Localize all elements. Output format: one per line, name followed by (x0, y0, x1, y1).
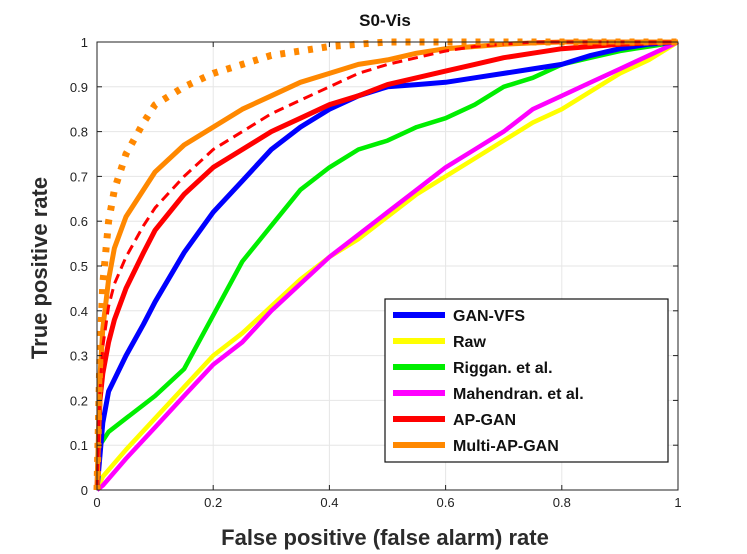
x-tick-label: 0.4 (320, 495, 338, 510)
y-tick-label: 0.4 (70, 304, 88, 319)
x-tick-label: 0.6 (437, 495, 455, 510)
y-tick-label: 0.8 (70, 125, 88, 140)
y-tick-label: 1 (81, 35, 88, 50)
x-axis-label: False positive (false alarm) rate (221, 525, 549, 550)
legend: GAN-VFS Raw Riggan. et al. Mahendran. et al… (384, 298, 669, 463)
axis-ticks: 0 0.2 0.4 0.6 0.8 1 0 0.1 0.2 0.3 0.4 0.5 0.6 0.7 0.8 0… (70, 35, 682, 510)
x-tick-label: 0.2 (204, 495, 222, 510)
legend-label: GAN-VFS (453, 308, 525, 325)
series-line-ap-gan (94, 39, 679, 491)
series-line-mahendran-et-al (95, 39, 679, 492)
series-line-raw (94, 40, 680, 491)
y-tick-label: 0.9 (70, 80, 88, 95)
legend-box (384, 298, 669, 463)
y-axis-label: True positive rate (27, 177, 52, 359)
y-tick-label: 0.3 (70, 349, 88, 364)
x-tick-label: 0 (93, 495, 100, 510)
y-tick-label: 0 (81, 483, 88, 498)
y-tick-label: 0.7 (70, 169, 88, 184)
legend-label: Riggan. et al. (453, 360, 553, 377)
legend-label: Mahendran. et al. (453, 386, 584, 403)
y-tick-label: 0.5 (70, 259, 88, 274)
legend-label: Multi-AP-GAN (453, 438, 559, 455)
legend-label: Raw (453, 334, 486, 351)
x-tick-label: 0.8 (553, 495, 571, 510)
x-tick-label: 1 (674, 495, 681, 510)
y-tick-label: 0.2 (70, 393, 88, 408)
chart-title: S0-Vis (359, 11, 411, 30)
y-tick-label: 0.1 (70, 438, 88, 453)
y-tick-label: 0.6 (70, 214, 88, 229)
legend-label: AP-GAN (453, 412, 516, 429)
